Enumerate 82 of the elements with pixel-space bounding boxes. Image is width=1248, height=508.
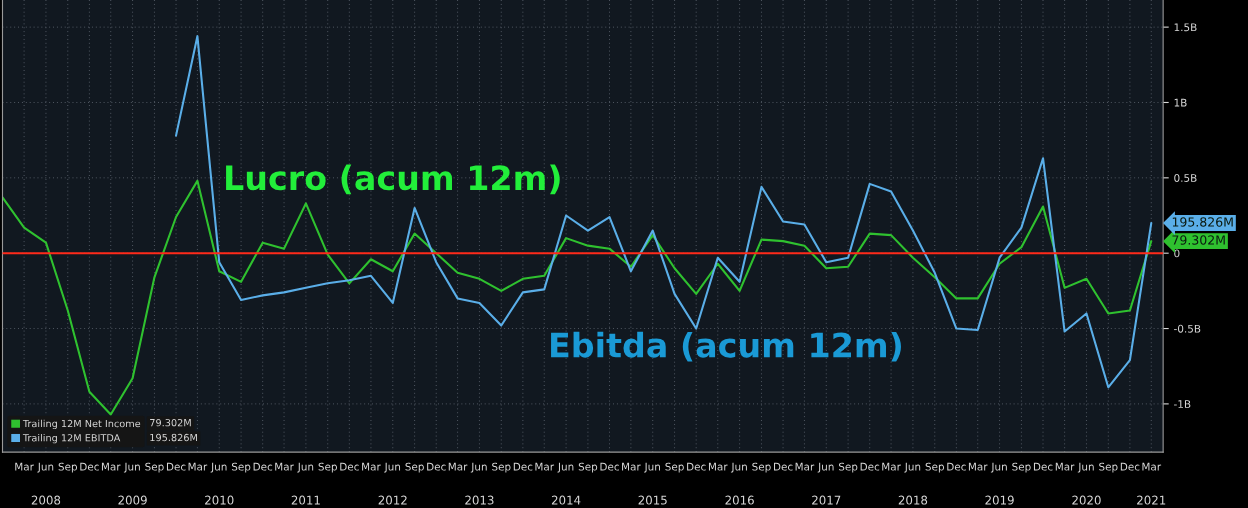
x-tick-label: Mar: [15, 462, 34, 471]
x2-tick-label: 2009: [118, 495, 147, 505]
x2-tick-label: 2016: [725, 495, 754, 505]
x2-tick-label: 2019: [985, 495, 1014, 505]
x-tick-label: Sep: [231, 462, 251, 473]
x-tick-label: Dec: [80, 462, 99, 471]
x-tick-label: Jun: [123, 462, 140, 473]
annotation: 195.826M: [150, 433, 197, 442]
x-tick-label: Jun: [644, 462, 660, 473]
x-tick-label: Sep: [1012, 462, 1031, 473]
x-tick-label: Dec: [947, 462, 966, 471]
x-tick-label: Mar: [535, 462, 555, 471]
x-tick-label: Mar: [101, 462, 121, 471]
annotation: 79.302M: [150, 418, 191, 427]
x-tick-label: Sep: [1099, 462, 1118, 473]
x-tick-label: Sep: [665, 462, 684, 473]
line-series: [174, 35, 1153, 389]
x2-tick-label: 2018: [898, 495, 928, 505]
x2-tick-label: 2014: [551, 495, 581, 505]
x2-tick-label: 2012: [378, 495, 407, 505]
x-tick-label: Jun: [37, 462, 54, 473]
x2-tick-label: 2011: [291, 495, 320, 505]
x-tick-label: Sep: [405, 462, 424, 473]
x-tick-label: Mar: [188, 462, 208, 471]
x-tick-label: Sep: [492, 462, 511, 473]
text: 79.302M: [1172, 235, 1225, 245]
x-tick-label: Mar: [1055, 462, 1075, 471]
x-tick-label: Dec: [860, 462, 880, 471]
legend-label: Trailing 12M Net Income: [22, 419, 141, 430]
x2-tick-label: 2017: [812, 495, 841, 505]
x-tick-label: Dec: [1033, 462, 1053, 471]
legend-label: Trailing 12M EBITDA: [22, 433, 121, 444]
x-tick-label: Mar: [275, 462, 294, 471]
y-tick-label: 1B: [1174, 98, 1187, 107]
x2-tick-label: 2015: [638, 495, 667, 505]
x2-tick-label: 2013: [465, 495, 494, 505]
x-tick-label: Mar: [795, 462, 815, 471]
x-tick-label: Sep: [58, 462, 78, 473]
x-tick-label: Jun: [1077, 462, 1094, 473]
x-tick-label: Dec: [1120, 462, 1140, 471]
x-tick-label: Sep: [578, 462, 598, 473]
x-tick-label: Dec: [687, 462, 706, 471]
y-tick-label: 1.5B: [1174, 23, 1197, 32]
x2-tick-label: 2008: [31, 495, 61, 505]
x-tick-label: Sep: [838, 462, 858, 473]
x-tick-label: Mar: [622, 462, 641, 471]
y-tick-label: 0.5B: [1174, 174, 1197, 182]
x-tick-label: Jun: [990, 462, 1007, 473]
x-tick-label: Dec: [774, 462, 793, 471]
x-tick-label: Mar: [882, 462, 901, 471]
x-tick-label: Dec: [513, 462, 533, 471]
x-tick-label: Mar: [1142, 462, 1162, 471]
x-tick-label: Jun: [557, 462, 574, 473]
x-tick-label: Jun: [904, 462, 921, 473]
x-tick-label: Mar: [708, 462, 728, 471]
x-tick-label: Mar: [968, 462, 988, 471]
x-tick-label: Mar: [362, 462, 381, 471]
x-tick-label: Dec: [166, 462, 186, 471]
annotation: Lucro (acum 12m): [226, 164, 560, 195]
x-tick-label: Sep: [925, 462, 945, 473]
y-tick-label: 0: [1174, 249, 1180, 258]
x-tick-label: Jun: [470, 462, 487, 473]
x-tick-label: Sep: [145, 462, 164, 473]
x-tick-label: Jun: [210, 462, 227, 473]
x-tick-label: Jun: [297, 462, 314, 473]
x-tick-label: Dec: [253, 462, 273, 471]
x-tick-label: Mar: [448, 462, 468, 471]
y-tick-label: -0.5B: [1174, 324, 1201, 333]
x-tick-label: Jun: [817, 462, 834, 473]
x-tick-label: Sep: [752, 462, 771, 473]
x-tick-label: Jun: [384, 462, 401, 473]
x-tick-label: Dec: [427, 462, 446, 471]
x-tick-label: Jun: [730, 462, 747, 473]
x-tick-label: Dec: [600, 462, 619, 471]
x2-tick-label: 2021: [1137, 495, 1166, 505]
text: 195.826M: [1172, 217, 1233, 227]
y-tick-label: -1B: [1174, 400, 1191, 408]
x2-tick-label: 2010: [205, 495, 234, 505]
x-tick-label: Dec: [340, 462, 359, 471]
x-tick-label: Sep: [318, 462, 337, 473]
annotation: Ebitda (acum 12m): [551, 331, 901, 362]
x2-tick-label: 2020: [1072, 495, 1101, 505]
